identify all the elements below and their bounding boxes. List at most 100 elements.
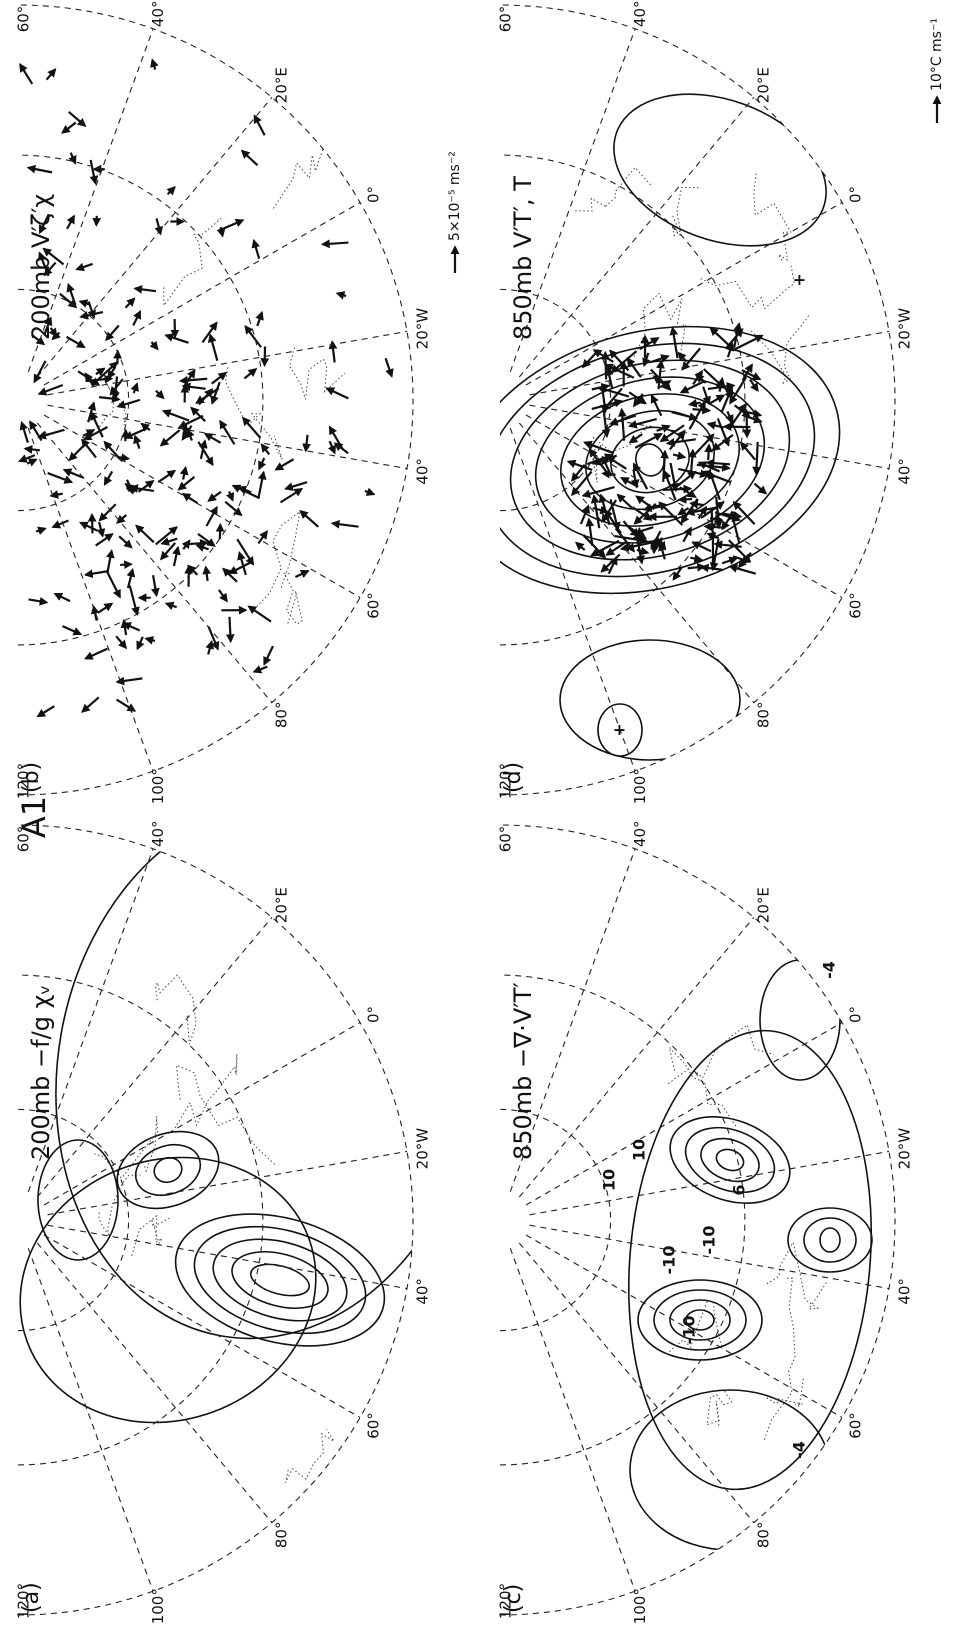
flux-arrow <box>301 511 319 527</box>
longitude-label: 100° <box>631 1588 649 1624</box>
meridian <box>510 1248 635 1591</box>
flux-arrow <box>708 445 709 460</box>
flux-arrow <box>730 377 746 403</box>
flux-arrow <box>594 496 599 528</box>
flux-arrow <box>128 570 133 588</box>
body: { "figure": {"title": "A1"}, "longitude_… <box>0 0 954 1633</box>
coastline <box>251 512 300 613</box>
longitude-label: 60° <box>364 592 382 619</box>
contour-label: -10 <box>700 1226 719 1255</box>
meridian <box>526 415 842 598</box>
flux-arrow <box>166 335 189 343</box>
longitude-label: 0° <box>364 1006 382 1023</box>
coastline <box>668 1025 773 1084</box>
contour <box>654 1290 746 1350</box>
flux-arrow <box>244 369 256 378</box>
map-boundary <box>500 5 895 795</box>
flux-arrow <box>188 543 207 544</box>
coastline <box>226 367 283 459</box>
flux-arrow <box>62 123 75 133</box>
flux-arrow <box>158 471 175 482</box>
flux-arrow <box>722 558 736 563</box>
longitude-label: 40° <box>895 1278 913 1305</box>
longitude-label: 80° <box>755 702 773 729</box>
coastline <box>99 1175 141 1236</box>
flux-arrow <box>264 646 273 664</box>
longitude-label: 0° <box>846 1006 864 1023</box>
flux-arrow <box>82 697 98 711</box>
flux-arrow <box>254 667 267 672</box>
flux-arrow <box>693 409 710 410</box>
flux-arrow <box>115 376 117 398</box>
flux-arrow <box>640 338 658 349</box>
longitude-label: 60° <box>497 826 515 853</box>
flux-arrow <box>152 60 155 70</box>
flux-arrow <box>659 361 662 389</box>
flux-arrow <box>630 434 642 442</box>
map-boundary <box>500 825 895 1615</box>
flux-arrow <box>116 636 126 648</box>
flux-arrow <box>690 558 701 560</box>
flux-arrow <box>233 486 259 499</box>
flux-arrow <box>70 444 86 460</box>
flux-arrow <box>576 543 584 550</box>
meridian <box>28 1248 153 1591</box>
flux-arrow <box>243 418 260 438</box>
flux-arrow <box>255 116 265 135</box>
flux-arrow <box>209 492 221 501</box>
longitude-label: 40° <box>413 1278 431 1305</box>
longitude-label: 60° <box>497 6 515 33</box>
longitude-label: 0° <box>846 186 864 203</box>
flux-arrow <box>119 536 131 547</box>
flux-arrow <box>135 436 139 448</box>
map-panel: 120°100°80°60°40°20°W0°20°E40°60°(c)850m… <box>497 820 914 1624</box>
flux-arrow <box>120 564 131 565</box>
flux-arrow <box>695 435 714 455</box>
flux-arrow <box>667 439 695 443</box>
contour-label: + <box>790 273 809 286</box>
rotated-figure: A1 120°100°80°60°40°20°W0°20°E40°60°(a)2… <box>0 0 945 1624</box>
coastline <box>156 975 196 1044</box>
panel-label: (c) <box>501 1584 526 1613</box>
flux-arrow <box>67 216 74 229</box>
contour <box>247 1259 312 1302</box>
flux-arrow <box>38 706 54 716</box>
flux-arrow <box>622 410 624 441</box>
flux-arrow <box>652 396 662 416</box>
coastline <box>94 1116 157 1178</box>
coastline <box>273 143 334 209</box>
coastline <box>286 1429 334 1482</box>
longitude-label: 20°W <box>413 1128 431 1170</box>
flux-arrow <box>107 571 120 597</box>
flux-arrow <box>69 112 85 126</box>
contour <box>713 1146 746 1174</box>
coastline <box>284 573 302 626</box>
flux-arrow <box>756 442 757 474</box>
flux-arrow <box>730 566 756 573</box>
flux-arrow <box>183 468 186 480</box>
contour <box>560 640 740 760</box>
contour <box>161 1192 399 1367</box>
flux-arrow <box>166 604 176 608</box>
flux-arrow <box>86 571 109 575</box>
flux-arrow <box>229 617 230 642</box>
flux-arrow <box>295 571 308 577</box>
contour-label: -10 <box>660 1246 679 1275</box>
contour-label: -4 <box>790 1441 809 1459</box>
flux-arrow <box>637 550 648 553</box>
scale-label: 5×10⁻⁵ ms⁻² <box>447 151 463 241</box>
flux-arrow <box>136 526 153 543</box>
longitude-label: 40° <box>149 0 167 27</box>
panel-title: 200mb −f/g χᵥ <box>27 985 55 1160</box>
map-content <box>0 768 522 1483</box>
flux-arrow <box>683 528 691 542</box>
meridian <box>44 415 360 598</box>
flux-arrow <box>53 520 68 527</box>
flux-arrow <box>197 545 208 549</box>
contour <box>226 1242 335 1318</box>
map-panel: 120°100°80°60°40°20°W0°20°E40°60°(a)200m… <box>0 768 522 1625</box>
contour <box>638 1280 762 1360</box>
flux-arrow <box>161 543 175 559</box>
flux-arrow <box>258 532 267 544</box>
longitude-label: 20°E <box>755 67 773 103</box>
